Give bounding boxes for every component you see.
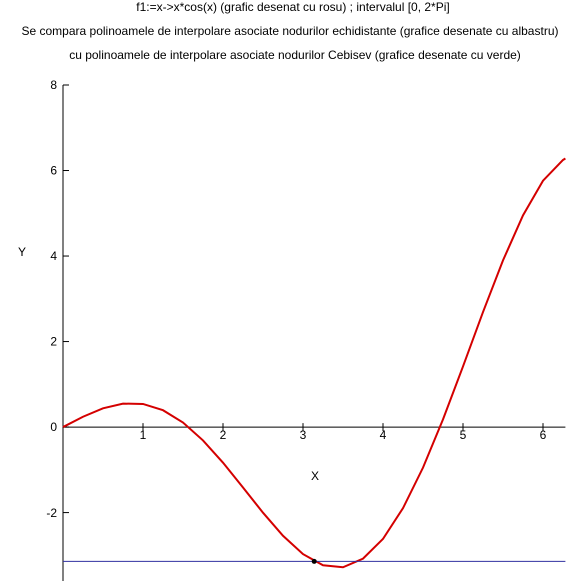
chart-subtitle: cu polinoamele de interpolare asociate n… (69, 48, 521, 62)
x-tick-label: 6 (540, 428, 547, 442)
x-tick-label: 2 (220, 428, 227, 442)
chart-title: f1:=x->x*cos(x) (grafic desenat cu rosu)… (136, 0, 449, 14)
x-axis-label: X (311, 469, 319, 483)
y-axis-label: Y (18, 245, 26, 259)
chart-subtitle: Se compara polinoamele de interpolare as… (22, 24, 559, 38)
y-tick-label: 6 (50, 164, 57, 178)
y-tick-label: -2 (46, 506, 57, 520)
y-tick-label: 2 (50, 335, 57, 349)
x-tick-label: 3 (300, 428, 307, 442)
y-tick-label: 0 (50, 420, 57, 434)
x-tick-label: 1 (140, 428, 147, 442)
data-point (311, 558, 317, 564)
line-series (62, 157, 566, 569)
y-tick-label: 4 (50, 249, 57, 263)
x-tick-label: 5 (460, 428, 467, 442)
x-tick-label: 4 (380, 428, 387, 442)
y-tick-label: 8 (50, 78, 57, 92)
